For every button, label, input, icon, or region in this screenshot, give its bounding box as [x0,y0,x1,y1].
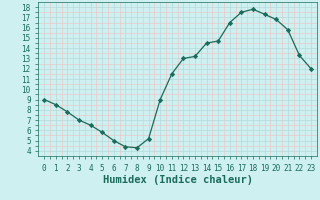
X-axis label: Humidex (Indice chaleur): Humidex (Indice chaleur) [103,175,252,185]
